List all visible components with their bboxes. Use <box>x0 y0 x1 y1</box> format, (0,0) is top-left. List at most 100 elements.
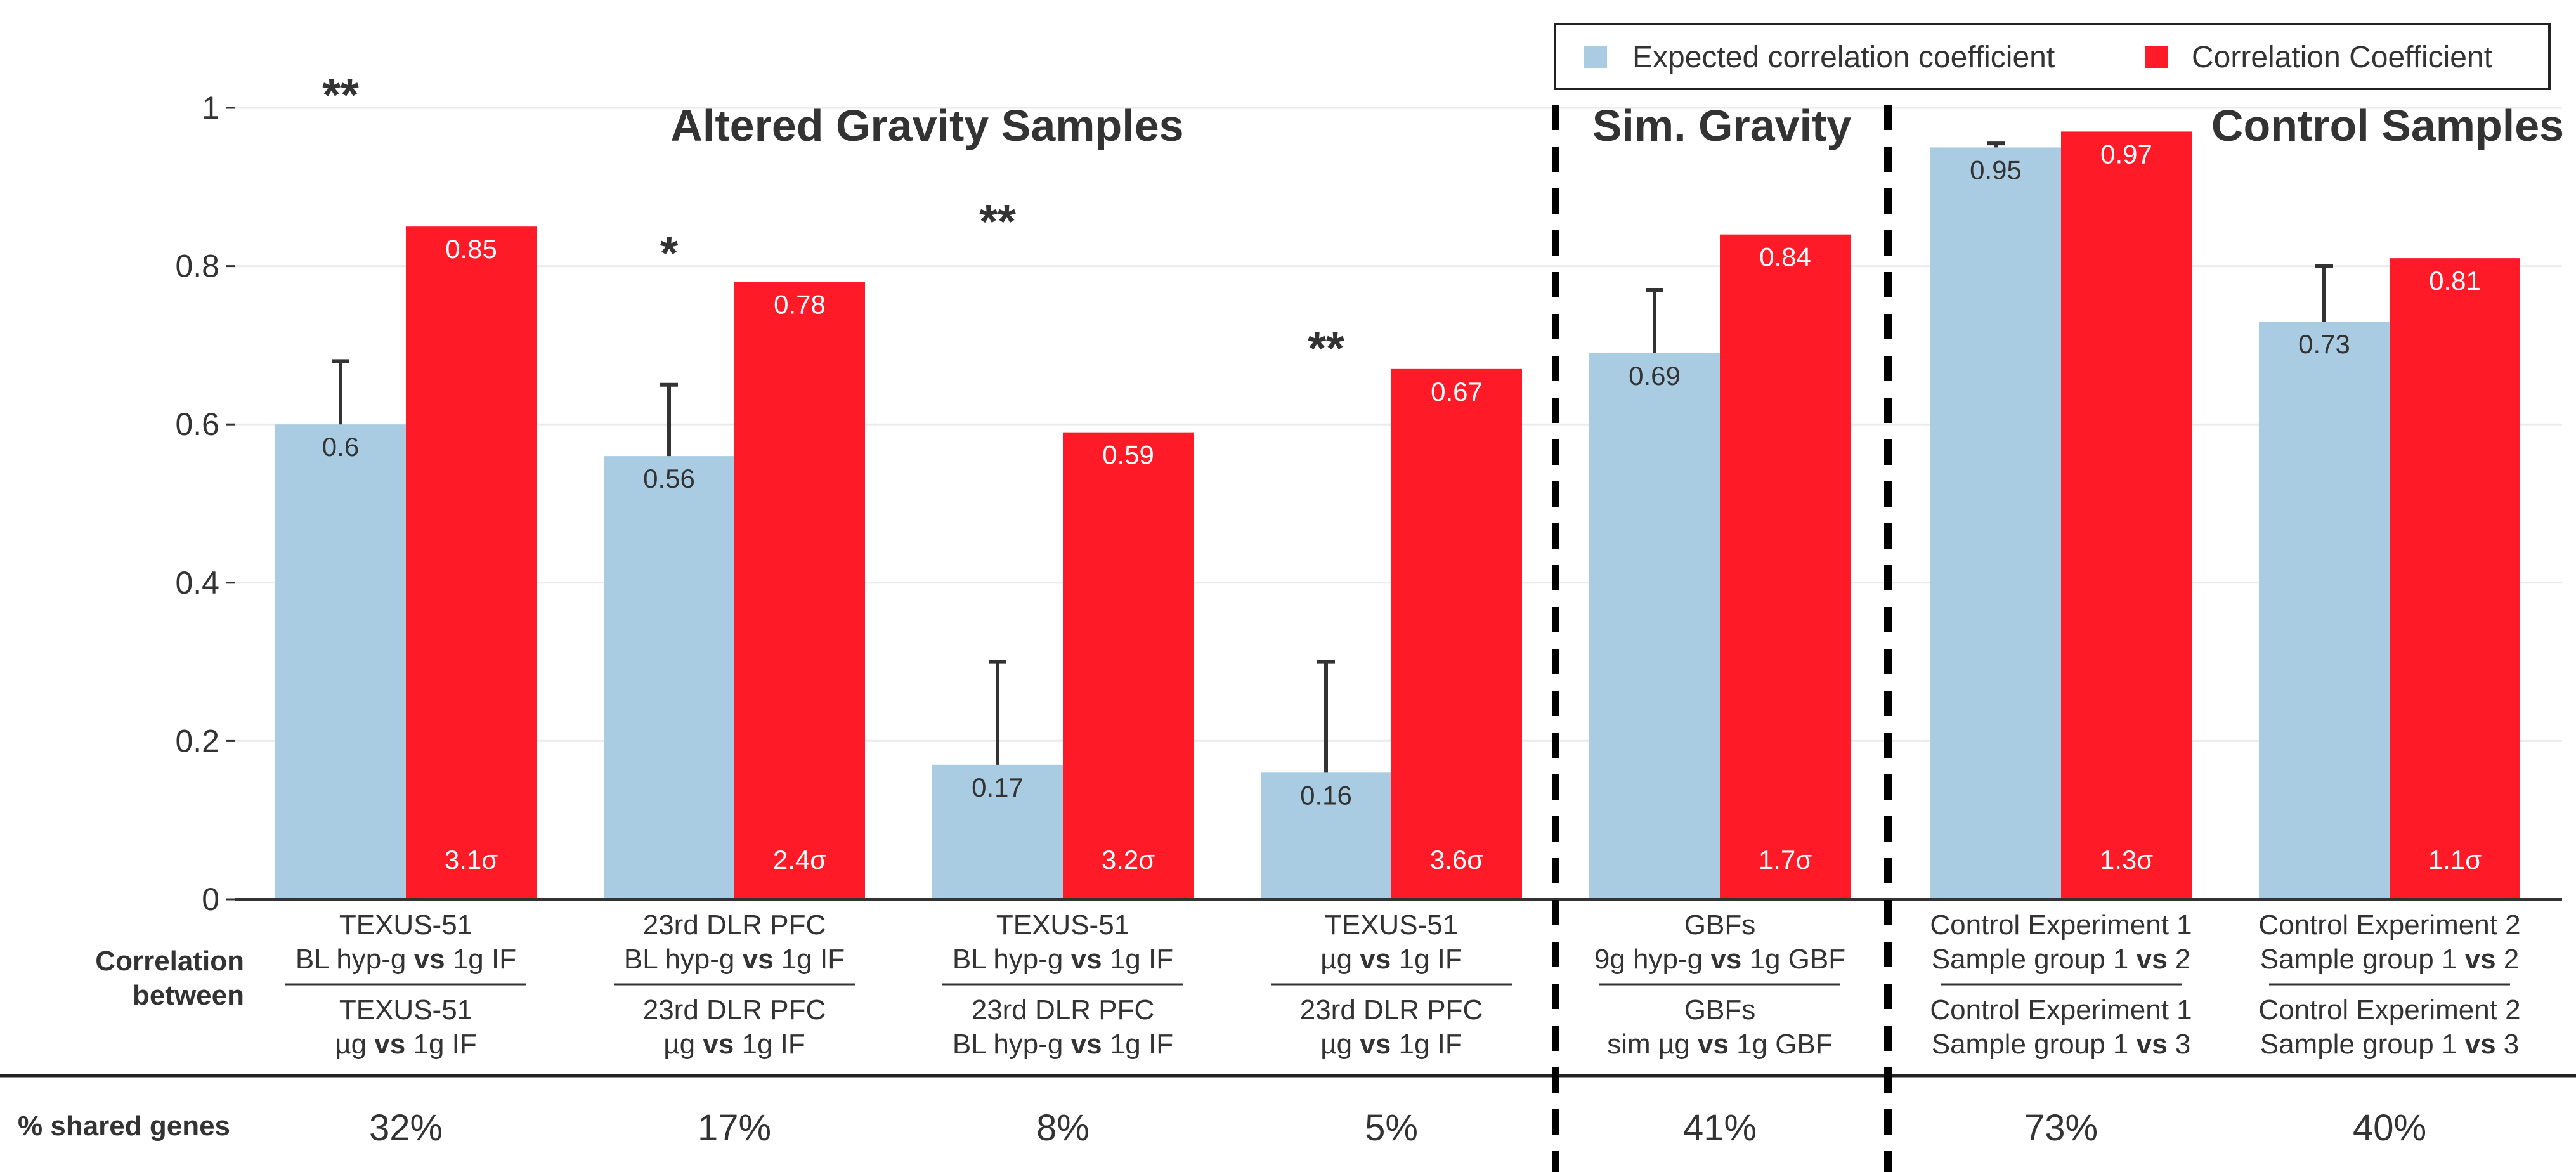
shared-genes-value: 8% <box>1036 1107 1090 1149</box>
category-label-line: BL hyp-g vs 1g IF <box>624 944 845 975</box>
expected-bar <box>604 456 734 899</box>
label-vs: vs <box>1360 1029 1391 1060</box>
label-text: 3 <box>2496 1029 2520 1060</box>
significance-mark: ** <box>979 195 1016 248</box>
shared-genes-value: 5% <box>1365 1107 1418 1149</box>
category-label-line: GBFs <box>1684 994 1755 1026</box>
label-text: µg <box>663 1029 703 1060</box>
category-label-line: Control Experiment 1 <box>1930 994 2192 1026</box>
correlation-bar <box>1720 234 1851 900</box>
y-tick-label: 0.2 <box>175 723 219 759</box>
category-label-line: BL hyp-g vs 1g IF <box>296 944 516 975</box>
label-text: Sample group 1 <box>1932 944 2137 975</box>
expected-value-label: 0.56 <box>643 464 695 493</box>
label-text: 1g IF <box>1102 1029 1174 1060</box>
label-text: 1g GBF <box>1729 1029 1833 1060</box>
section-title: Altered Gravity Samples <box>670 101 1183 150</box>
correlation-bar <box>406 226 537 900</box>
label-vs: vs <box>414 944 445 975</box>
expected-bar <box>275 424 406 899</box>
expected-value-label: 0.73 <box>2298 329 2350 359</box>
section-title: Sim. Gravity <box>1592 101 1852 150</box>
label-vs: vs <box>1698 1029 1729 1060</box>
correlation-bar <box>1391 368 1522 899</box>
expected-bar <box>1930 147 2061 899</box>
sigma-label: 1.3σ <box>2100 845 2153 875</box>
label-text: 1g IF <box>734 1029 805 1060</box>
label-vs: vs <box>2137 944 2168 975</box>
category-label-line: 23rd DLR PFC <box>1300 994 1483 1026</box>
significance-mark: * <box>660 227 679 280</box>
expected-bar <box>2259 321 2390 900</box>
label-text: BL hyp-g <box>296 944 414 975</box>
label-vs: vs <box>2465 1029 2496 1060</box>
category-label-line: BL hyp-g vs 1g IF <box>953 1029 1173 1060</box>
category-label-line: 9g hyp-g vs 1g GBF <box>1594 944 1845 975</box>
category-label-line: TEXUS-51 <box>339 994 472 1026</box>
category-label-line: µg vs 1g IF <box>663 1029 805 1060</box>
label-vs: vs <box>1071 944 1102 975</box>
category-label-line: µg vs 1g IF <box>1320 1029 1462 1060</box>
label-vs: vs <box>703 1029 734 1060</box>
y-tick-label: 0.8 <box>175 249 219 284</box>
y-tick-label: 0.6 <box>175 407 219 442</box>
legend: Expected correlation coefficient Correlat… <box>1554 23 2551 90</box>
label-text: 1g IF <box>1391 1029 1462 1060</box>
label-text: 1g IF <box>405 1029 477 1060</box>
label-text: 1g IF <box>774 944 845 975</box>
correlation-value-label: 0.84 <box>1759 242 1811 272</box>
shared-genes-value: 73% <box>2024 1107 2098 1149</box>
correlation-bar <box>2061 131 2192 900</box>
label-text: µg <box>1320 944 1360 975</box>
y-axis: 0 0.2 0.4 0.6 0.81 <box>175 90 2562 917</box>
category-label-line: Sample group 1 vs 3 <box>2260 1029 2520 1060</box>
y-tick-label: 0.4 <box>175 565 219 601</box>
significance-mark: ** <box>322 68 359 121</box>
section-title: Control Samples <box>2211 101 2564 150</box>
label-vs: vs <box>1360 944 1391 975</box>
correlation-value-label: 0.85 <box>445 234 497 264</box>
category-label-line: µg vs 1g IF <box>1320 944 1462 975</box>
row-label-shared-genes: % shared genes <box>18 1110 230 1142</box>
expected-bar <box>1589 353 1720 899</box>
category-label-line: 23rd DLR PFC <box>643 909 826 941</box>
sigma-label: 1.1σ <box>2428 845 2482 875</box>
shared-genes-value: 32% <box>369 1107 443 1149</box>
label-text: BL hyp-g <box>953 944 1071 975</box>
expected-value-label: 0.6 <box>322 432 359 462</box>
label-vs: vs <box>2137 1029 2168 1060</box>
expected-bar <box>1261 772 1391 899</box>
correlation-value-label: 0.81 <box>2429 266 2481 296</box>
label-text: µg <box>335 1029 374 1060</box>
label-text: Sample group 1 <box>1932 1029 2137 1060</box>
category-label-line: 23rd DLR PFC <box>643 994 826 1026</box>
category-label-line: TEXUS-51 <box>996 909 1129 941</box>
label-text: µg <box>1320 1029 1360 1060</box>
label-text: 1g IF <box>445 944 517 975</box>
label-vs: vs <box>1710 944 1741 975</box>
sigma-label: 3.1σ <box>445 845 498 875</box>
legend-label-correlation: Correlation Coefficient <box>2192 41 2492 74</box>
label-text: BL hyp-g <box>953 1029 1071 1060</box>
expected-bar <box>932 764 1063 899</box>
category-label-line: Sample group 1 vs 2 <box>2260 944 2520 975</box>
category-label-line: µg vs 1g IF <box>335 1029 477 1060</box>
legend-swatch-expected <box>1584 46 1607 68</box>
category-label-line: Control Experiment 2 <box>2258 909 2520 941</box>
label-text: 1g GBF <box>1741 944 1845 975</box>
legend-label-expected: Expected correlation coefficient <box>1632 41 2055 74</box>
label-text: 1g IF <box>1102 944 1174 975</box>
category-label-line: sim µg vs 1g GBF <box>1607 1029 1833 1060</box>
section-titles: Altered Gravity Samples Sim. Gravity Contr… <box>670 101 2564 150</box>
significance-mark: ** <box>1308 322 1344 374</box>
legend-box <box>1554 23 2551 90</box>
correlation-bar <box>2390 258 2520 899</box>
expected-value-label: 0.69 <box>1629 361 1681 391</box>
y-tick-label: 0 <box>202 882 219 917</box>
shared-genes-value: 40% <box>2353 1107 2426 1149</box>
label-text: Sample group 1 <box>2260 944 2465 975</box>
category-label-line: TEXUS-51 <box>339 909 472 941</box>
expected-value-label: 0.95 <box>1970 155 2022 185</box>
